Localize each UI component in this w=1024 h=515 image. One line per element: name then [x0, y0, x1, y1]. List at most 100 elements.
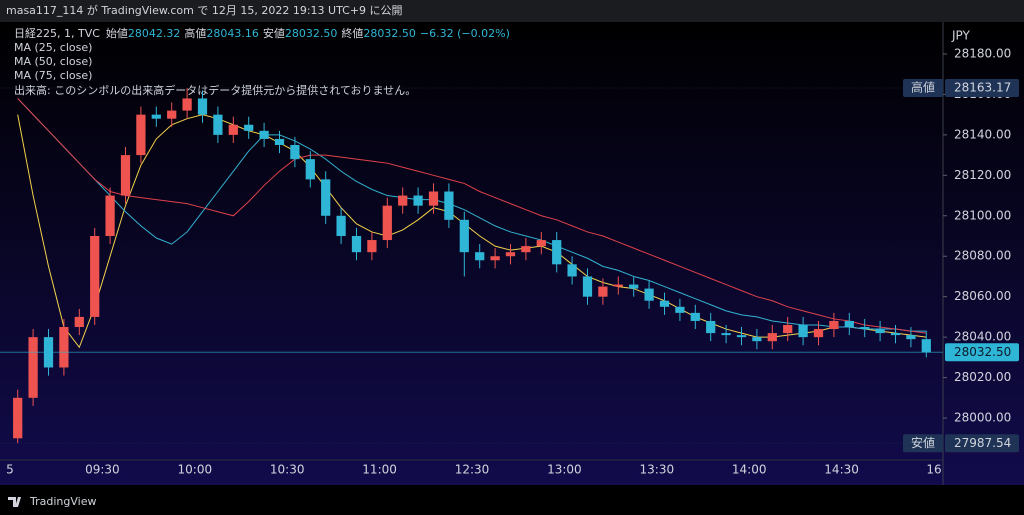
- candle-body: [813, 329, 824, 338]
- candle-body: [644, 288, 654, 301]
- ohlc-name: 終値: [341, 26, 363, 40]
- candle-body: [398, 195, 408, 206]
- indicator: MA (75, close): [14, 69, 92, 82]
- low-tag: [903, 434, 943, 453]
- candle-body: [706, 320, 716, 334]
- ohlc-name: 高値: [184, 26, 206, 40]
- moving-average: [17, 98, 927, 332]
- currency: JPY: [951, 29, 971, 43]
- candle-body: [151, 114, 161, 119]
- brand: TradingView: [29, 495, 96, 508]
- high-value: 28163.17: [954, 81, 1011, 95]
- ohlc-name: 始値: [106, 26, 128, 40]
- top-bar: [0, 0, 1024, 22]
- candle-body: [290, 144, 300, 160]
- x-tick-label: 14:00: [732, 463, 767, 477]
- candle-body: [475, 252, 485, 261]
- candle-body: [505, 252, 516, 257]
- change: −6.32 (−0.02%): [420, 27, 510, 40]
- y-tick-label: 28000.00: [954, 411, 1011, 425]
- candle-body: [259, 130, 269, 139]
- candle-body: [459, 219, 469, 253]
- candle-body: [875, 329, 885, 334]
- candle-body: [921, 339, 931, 353]
- candle-body: [767, 333, 777, 342]
- candle-body: [274, 138, 285, 145]
- low-name: 安値: [911, 435, 935, 450]
- candle-body: [567, 264, 577, 277]
- candle-body: [74, 316, 84, 328]
- candle-body: [13, 397, 23, 439]
- candle-body: [598, 286, 608, 297]
- candle-body: [336, 215, 346, 237]
- candle-body: [798, 325, 808, 338]
- candle-body: [613, 284, 623, 287]
- candle-body: [321, 179, 331, 216]
- x-tick-label: 09:30: [85, 463, 120, 477]
- candle-body: [675, 306, 685, 313]
- x-tick-label: 14:30: [824, 463, 859, 477]
- indicator: MA (25, close): [14, 41, 92, 54]
- x-tick-label: 12:30: [455, 463, 490, 477]
- low-box: [945, 434, 1019, 453]
- ohlc-value: 28042.32: [128, 27, 181, 40]
- candle-body: [244, 124, 254, 131]
- ohlc-value: 28043.16: [206, 27, 259, 40]
- high-tag: [903, 79, 943, 98]
- y-tick-label: 28020.00: [954, 370, 1011, 384]
- y-tick-label: 28120.00: [954, 168, 1011, 182]
- candle-body: [659, 300, 670, 307]
- x-tick-label: 10:00: [178, 463, 213, 477]
- candle-body: [382, 205, 392, 241]
- low-value: 27987.54: [954, 436, 1011, 450]
- candle-body: [582, 276, 593, 297]
- candle-body: [136, 114, 146, 156]
- publish-info: masa117_114 が TradingView.com で 12月 15, …: [6, 3, 403, 17]
- ohlc-value: 28032.50: [285, 27, 338, 40]
- x-tick-label: 5: [6, 463, 14, 477]
- ohlc-value: 28032.50: [363, 27, 416, 40]
- symbol: 日経225, 1, TVC: [14, 27, 100, 40]
- x-tick-label: 13:00: [547, 463, 582, 477]
- candle-body: [367, 240, 377, 253]
- candle-body: [736, 335, 747, 338]
- candle-body: [213, 114, 223, 135]
- y-tick-label: 28180.00: [954, 46, 1011, 60]
- candle-body: [413, 195, 423, 206]
- candle-body: [783, 325, 793, 334]
- ohlc-name: 安値: [263, 26, 285, 40]
- candle-body: [690, 312, 700, 321]
- y-tick-label: 28100.00: [954, 208, 1011, 222]
- high-name: 高値: [911, 80, 935, 95]
- last-box: [945, 343, 1019, 362]
- candle-body: [305, 159, 315, 180]
- y-tick-label: 28040.00: [954, 330, 1011, 344]
- candle-body: [90, 236, 100, 317]
- candle-body: [197, 98, 208, 115]
- candle-body: [28, 337, 38, 398]
- legend-main: 日経225, 1, TVC 始値28042.32 高値28043.16 安値28032…: [14, 26, 510, 40]
- candle-body: [829, 320, 839, 330]
- candle-body: [182, 98, 192, 111]
- x-tick-label: 10:30: [270, 463, 305, 477]
- moving-average: [17, 98, 927, 334]
- candle-body: [860, 327, 870, 330]
- x-tick-label: 11:00: [362, 463, 397, 477]
- candle-body: [521, 246, 531, 253]
- candle-body: [629, 284, 639, 289]
- candle-body: [906, 335, 916, 340]
- high-box: [945, 79, 1019, 98]
- y-tick-label: 28080.00: [954, 249, 1011, 263]
- candle-body: [536, 240, 546, 247]
- candle-body: [490, 256, 500, 261]
- footer-logo: [8, 497, 21, 507]
- candle-body: [890, 333, 901, 336]
- candle-body: [721, 333, 731, 336]
- x-tick-label: 16: [926, 463, 941, 477]
- volume-note: 出来高: このシンボルの出来高データはデータ提供元から提供されておりません。: [14, 83, 416, 97]
- candle-body: [351, 236, 362, 253]
- last-value: 28032.50: [954, 345, 1011, 359]
- indicator: MA (50, close): [14, 55, 92, 68]
- x-tick-label: 13:30: [640, 463, 675, 477]
